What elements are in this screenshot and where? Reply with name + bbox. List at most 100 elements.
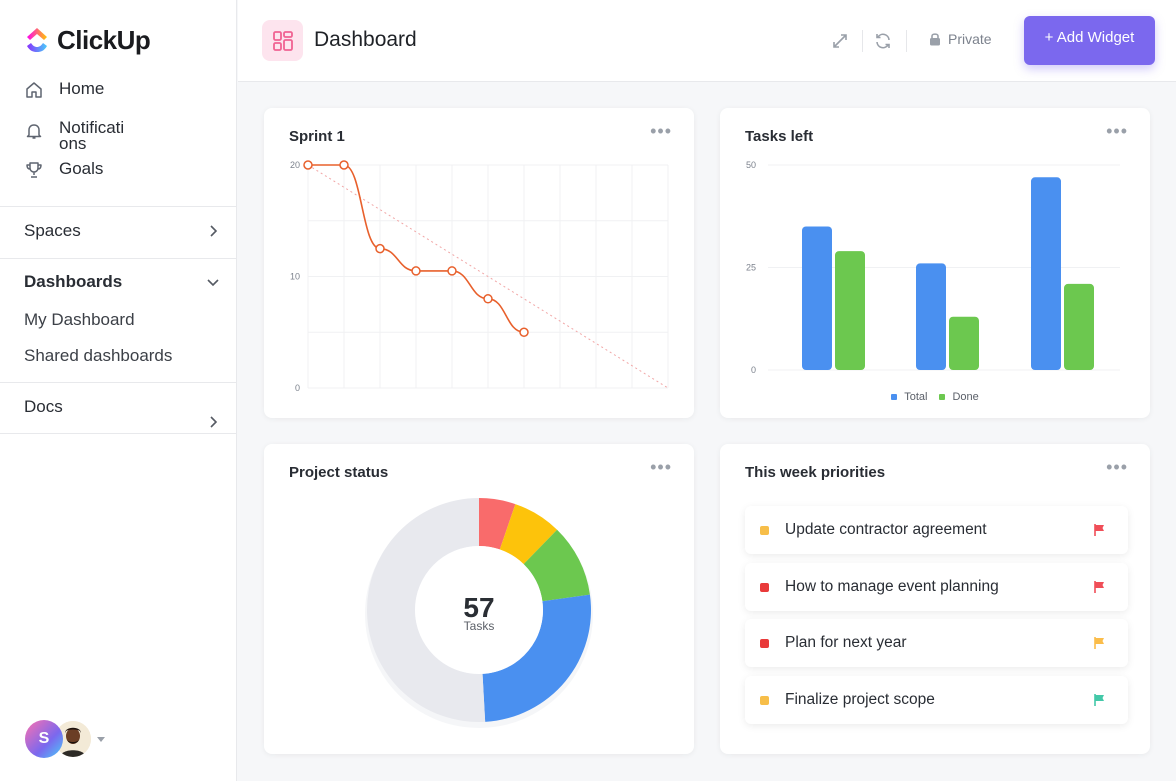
widget-title: Project status (289, 464, 389, 481)
donut-hole (415, 546, 543, 674)
bar-total (916, 263, 946, 370)
nav-goals[interactable]: Goals (24, 159, 149, 180)
y-tick-label: 20 (290, 160, 300, 170)
data-point (375, 243, 385, 254)
nav-notifications[interactable]: Notificati ons (24, 118, 149, 153)
caret-down-icon (97, 736, 105, 742)
widget-project-status: Project status ••• 57 Tasks (264, 444, 694, 754)
y-tick-label: 50 (746, 160, 756, 170)
bar-done (835, 251, 865, 370)
priority-text: Finalize project scope (785, 691, 935, 708)
status-square (760, 582, 769, 592)
add-widget-button[interactable]: + Add Widget (1024, 16, 1155, 65)
spaces-label: Spaces (24, 221, 81, 240)
nav-notifications-label: Notificati ons (59, 118, 125, 153)
legend-swatch (939, 394, 946, 400)
status-square (760, 695, 769, 705)
widget-priorities: This week priorities ••• Update contract… (720, 444, 1150, 754)
flag-icon[interactable] (1092, 580, 1106, 594)
legend-label: Total (904, 391, 928, 403)
flag-icon[interactable] (1092, 693, 1106, 707)
sidebar-item-my-dashboard[interactable]: My Dashboard (24, 310, 135, 329)
user-avatar (55, 721, 91, 757)
priority-text: Update contractor agreement (785, 521, 987, 538)
widget-sprint: Sprint 1 ••• 20 10 0 (264, 108, 694, 418)
sidebar-docs[interactable]: Docs (24, 397, 220, 429)
docs-label: Docs (24, 397, 63, 416)
chart-legend: Total Done (720, 391, 1150, 403)
more-icon[interactable]: ••• (1106, 121, 1128, 141)
priority-item[interactable]: Finalize project scope (745, 676, 1128, 724)
status-donut-chart (365, 498, 593, 728)
more-icon[interactable]: ••• (650, 457, 672, 477)
donut-slice (366, 498, 486, 722)
dashboards-label: Dashboards (24, 272, 123, 291)
more-icon[interactable]: ••• (650, 121, 672, 141)
sidebar-divider (0, 382, 237, 383)
nav-home-label: Home (59, 79, 105, 98)
donut-slice (479, 498, 516, 550)
data-point (303, 160, 313, 170)
nav-goals-label: Goals (59, 159, 104, 178)
y-tick-label: 0 (751, 365, 756, 375)
dashboard-icon (262, 20, 303, 61)
donut-total-label: Tasks (463, 619, 495, 633)
header-separator (906, 30, 907, 52)
refresh-icon[interactable] (873, 31, 893, 51)
data-point (339, 160, 349, 170)
header-separator (862, 30, 863, 52)
sidebar-divider (0, 206, 237, 207)
donut-slice (482, 594, 591, 722)
widget-title: Sprint 1 (289, 128, 345, 145)
privacy-label: Private (948, 31, 992, 47)
page-title: Dashboard (314, 28, 417, 51)
sidebar-spaces[interactable]: Spaces (24, 221, 220, 241)
data-point (519, 327, 529, 337)
sidebar-item-shared-dashboards[interactable]: Shared dashboards (24, 346, 173, 365)
data-point (447, 266, 457, 276)
priority-text: How to manage event planning (785, 578, 999, 595)
privacy-toggle[interactable]: Private (929, 31, 992, 47)
priority-item[interactable]: How to manage event planning (745, 563, 1128, 611)
widget-tasks-left: Tasks left ••• 50 25 0 Total Done (720, 108, 1150, 418)
lock-icon (930, 33, 940, 46)
legend-label: Done (952, 391, 979, 403)
workspace-avatar: S (25, 720, 63, 758)
ideal-line (307, 164, 669, 389)
bar-total (1031, 177, 1061, 370)
tasks-bar-chart: 50 25 0 (746, 160, 1120, 375)
expand-icon[interactable] (830, 31, 850, 51)
page-header: Dashboard Private + Add Widget (238, 0, 1176, 82)
user-menu[interactable]: S (25, 720, 105, 758)
trophy-icon (26, 162, 42, 178)
clickup-logo-icon (27, 28, 47, 52)
logo-text: ClickUp (57, 24, 151, 55)
priority-item[interactable]: Plan for next year (745, 619, 1128, 667)
priority-item[interactable]: Update contractor agreement (745, 506, 1128, 554)
user-photo (55, 721, 91, 757)
nav-home[interactable]: Home (24, 79, 149, 100)
flag-icon[interactable] (1092, 636, 1106, 650)
status-square (760, 525, 769, 535)
y-tick-label: 0 (295, 383, 300, 393)
bell-icon (26, 124, 42, 139)
widget-title: This week priorities (745, 464, 886, 481)
donut-slice (523, 529, 590, 602)
status-square (760, 638, 769, 648)
more-icon[interactable]: ••• (1106, 457, 1128, 477)
flag-icon[interactable] (1092, 523, 1106, 537)
data-point (483, 294, 493, 304)
chevron-right-icon (210, 225, 218, 237)
widget-title: Tasks left (745, 128, 814, 145)
home-icon (26, 82, 42, 98)
y-tick-label: 25 (746, 263, 756, 273)
clickup-logo[interactable]: ClickUp (24, 24, 151, 56)
donut-slice (499, 504, 558, 565)
bar-done (949, 316, 979, 370)
sidebar-dashboards[interactable]: Dashboards (24, 272, 220, 292)
sidebar-divider (0, 433, 237, 434)
y-tick-label: 10 (290, 272, 300, 282)
legend-item-total: Total (891, 391, 927, 403)
bar-total (802, 226, 832, 370)
legend-swatch (891, 394, 898, 400)
